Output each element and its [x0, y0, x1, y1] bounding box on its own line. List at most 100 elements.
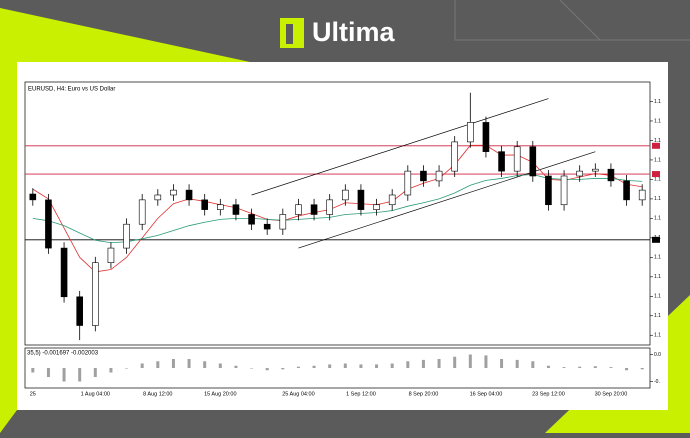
logo-text: Ultima — [312, 17, 396, 47]
indicator-bar — [109, 368, 113, 373]
candle-body — [404, 170, 412, 196]
indicator-bar — [93, 368, 97, 377]
level-marker — [652, 236, 660, 243]
candle-body — [560, 175, 568, 206]
indicator-bar — [562, 367, 566, 368]
indicator-frame — [24, 347, 651, 389]
candle-body — [123, 223, 130, 249]
candle-body — [420, 170, 427, 182]
candle-body — [607, 168, 615, 182]
y-tick-label: 1.1 — [654, 255, 661, 261]
indicator-bar — [78, 368, 82, 382]
indicator-bar — [625, 368, 629, 371]
y-tick-label: 1.1 — [654, 333, 661, 339]
candle-body — [92, 262, 99, 326]
candle-body — [201, 199, 208, 210]
indicator-bar — [218, 363, 222, 368]
indicator-bar — [390, 363, 394, 368]
indicator-bar — [453, 356, 457, 368]
candle-body — [279, 214, 287, 230]
candle-body — [217, 204, 224, 210]
y-tick-label: 1.1 — [654, 196, 661, 202]
indicator-label: 35,5) -0.001697 -0.002003 — [27, 351, 99, 357]
candle-body — [576, 170, 583, 177]
indicator-bar — [234, 365, 238, 368]
level-marker — [652, 142, 660, 149]
candle-body — [154, 194, 162, 201]
x-tick-label: 15 Aug 20:00 — [204, 391, 236, 397]
moving-average — [32, 174, 643, 244]
indicator-bar — [46, 368, 50, 377]
candle-body — [138, 199, 146, 225]
candle-body — [435, 170, 443, 182]
indicator-bar — [593, 366, 597, 368]
indicator-bar — [578, 366, 582, 368]
candle-body — [60, 247, 68, 298]
decor-line — [559, 0, 601, 41]
candle-body — [45, 199, 52, 249]
indicator-bar — [468, 354, 472, 368]
x-tick-label: 25 Aug 04:00 — [282, 391, 314, 397]
indicator-bar — [265, 368, 269, 371]
candle-body — [248, 214, 255, 225]
candle-body — [451, 141, 458, 172]
candle-body — [170, 189, 177, 196]
candle-body — [342, 189, 349, 201]
indicator-bar — [312, 365, 316, 368]
candle-body — [638, 189, 646, 201]
x-tick-label: 8 Sep 20:00 — [409, 391, 439, 397]
candle-body — [295, 204, 302, 215]
y-tick-label: 1.1 — [654, 274, 661, 280]
y-tick-label: 1.1 — [654, 313, 661, 319]
candle-body — [592, 168, 599, 172]
indicator-bar — [125, 368, 129, 369]
indicator-bar — [531, 361, 535, 368]
indicator-bar — [640, 368, 644, 370]
candle-body — [388, 194, 396, 206]
chart-title: EURUSD, H4: Euro vs US Dollar — [28, 87, 115, 93]
candle-body — [498, 151, 505, 172]
chart-panel — [17, 62, 668, 410]
y-tick-label: 1.1 — [654, 99, 661, 105]
candle-body — [623, 180, 630, 201]
channel-line — [298, 151, 596, 249]
indicator-bar — [140, 363, 144, 368]
candle-body — [373, 204, 380, 210]
indicator-bar — [250, 368, 254, 369]
logo: Ultima — [280, 17, 396, 48]
x-tick-label: 8 Aug 12:00 — [143, 391, 172, 397]
indicator-bar — [187, 359, 191, 368]
indicator-bar — [359, 364, 363, 368]
indicator-tick-label: -0. — [654, 379, 660, 385]
x-tick-label: 30 Sep 20:00 — [595, 391, 628, 397]
x-tick-label: 1 Aug 04:00 — [81, 391, 110, 397]
y-tick-label: 1.1 — [654, 138, 661, 144]
indicator-bar — [343, 363, 347, 368]
indicator-bar — [31, 368, 35, 373]
moving-average — [32, 144, 643, 273]
indicator-bar — [546, 365, 550, 368]
indicator-bar — [171, 359, 175, 368]
y-tick-label: 1.1 — [654, 118, 661, 124]
candle-body — [545, 175, 552, 206]
indicator-bar — [437, 359, 441, 368]
x-tick-label: 1 Sep 12:00 — [346, 391, 376, 397]
y-tick-label: 1.1 — [654, 216, 661, 222]
indicator-bar — [296, 366, 300, 368]
candle-body — [29, 193, 37, 201]
indicator-bar — [203, 361, 207, 368]
y-tick-label: 1.1 — [654, 294, 661, 300]
indicator-bar — [406, 361, 410, 368]
indicator-bar — [62, 368, 66, 382]
channel-line — [251, 98, 549, 196]
decor-line — [454, 0, 690, 41]
candle-body — [310, 204, 318, 215]
indicator-bar — [609, 367, 613, 368]
level-marker — [652, 171, 660, 178]
candle-body — [513, 146, 521, 172]
candle-body — [529, 146, 537, 177]
accent-shape — [0, 8, 250, 433]
logo-icon — [286, 24, 293, 44]
